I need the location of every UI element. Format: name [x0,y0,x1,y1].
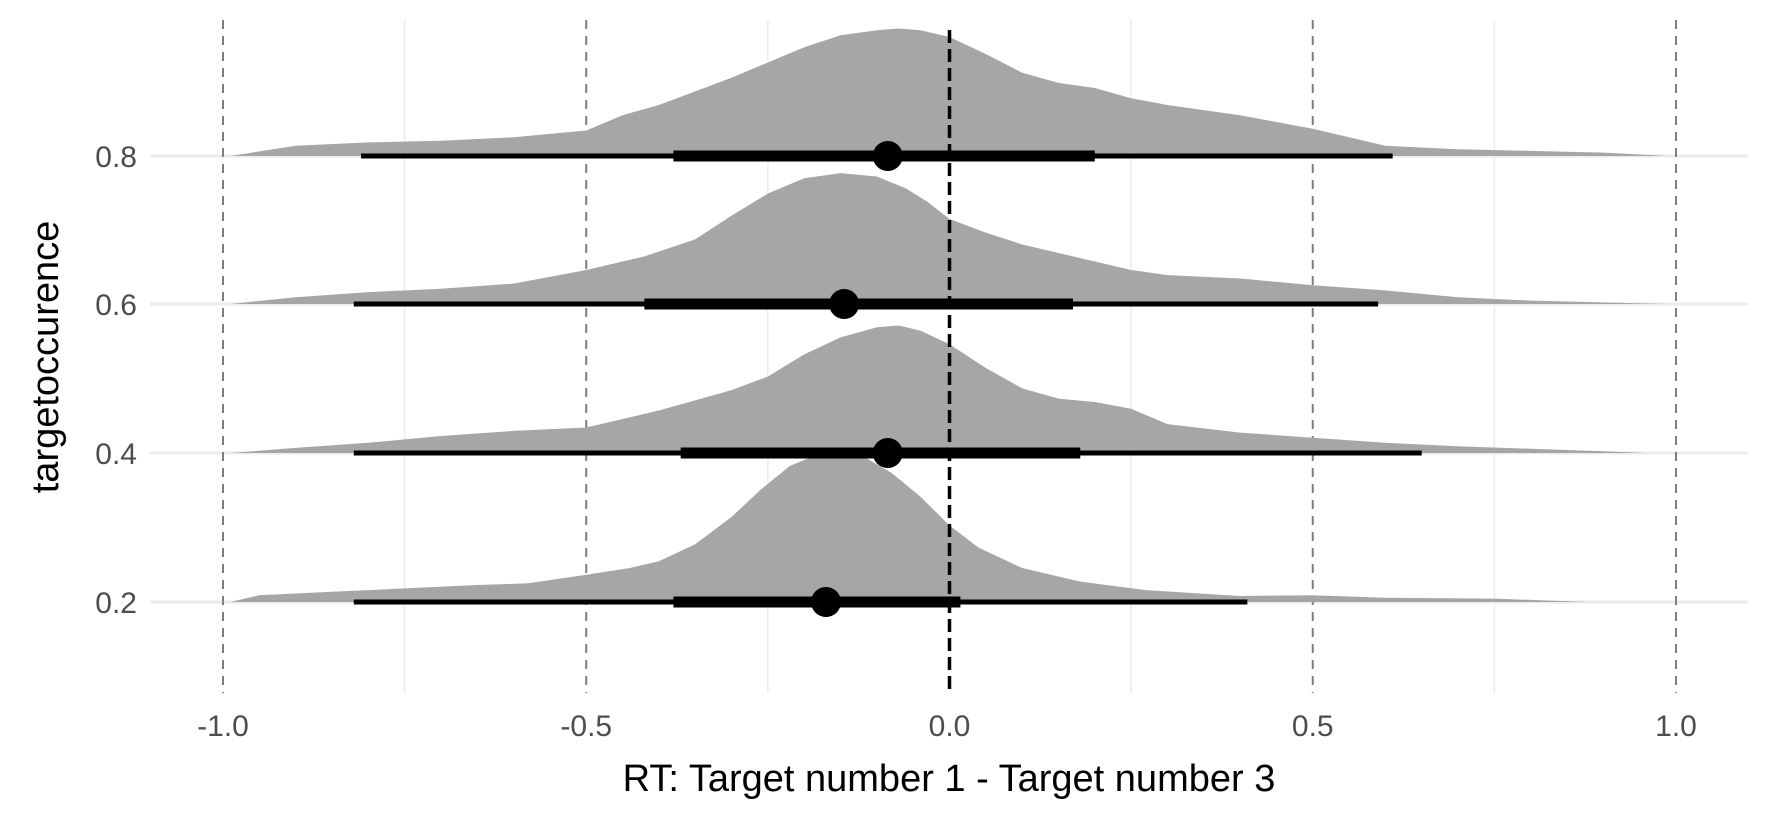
y-tick-label: 0.2 [95,587,137,620]
x-tick-labels: -1.0 -0.5 0.0 0.5 1.0 [197,710,1697,743]
point-0.8 [872,141,903,171]
y-axis-title: targetoccurence [25,221,67,494]
y-tick-labels: 0.2 0.4 0.6 0.8 [95,141,137,620]
x-tick-label: 0.0 [929,710,971,743]
point-0.2 [810,587,841,617]
density-0.6 [230,173,1669,304]
x-tick-label: 0.5 [1292,710,1334,743]
point-layer [810,141,903,617]
y-tick-label: 0.6 [95,289,137,322]
density-0.2 [230,450,1589,602]
x-tick-label: -0.5 [560,710,612,743]
y-tick-label: 0.8 [95,141,137,174]
point-0.6 [829,289,860,319]
x-tick-label: -1.0 [197,710,249,743]
point-0.4 [872,438,903,468]
density-0.4 [230,325,1647,453]
y-tick-label: 0.4 [95,438,137,471]
x-axis-title: RT: Target number 1 - Target number 3 [623,758,1276,800]
x-tick-label: 1.0 [1655,710,1697,743]
